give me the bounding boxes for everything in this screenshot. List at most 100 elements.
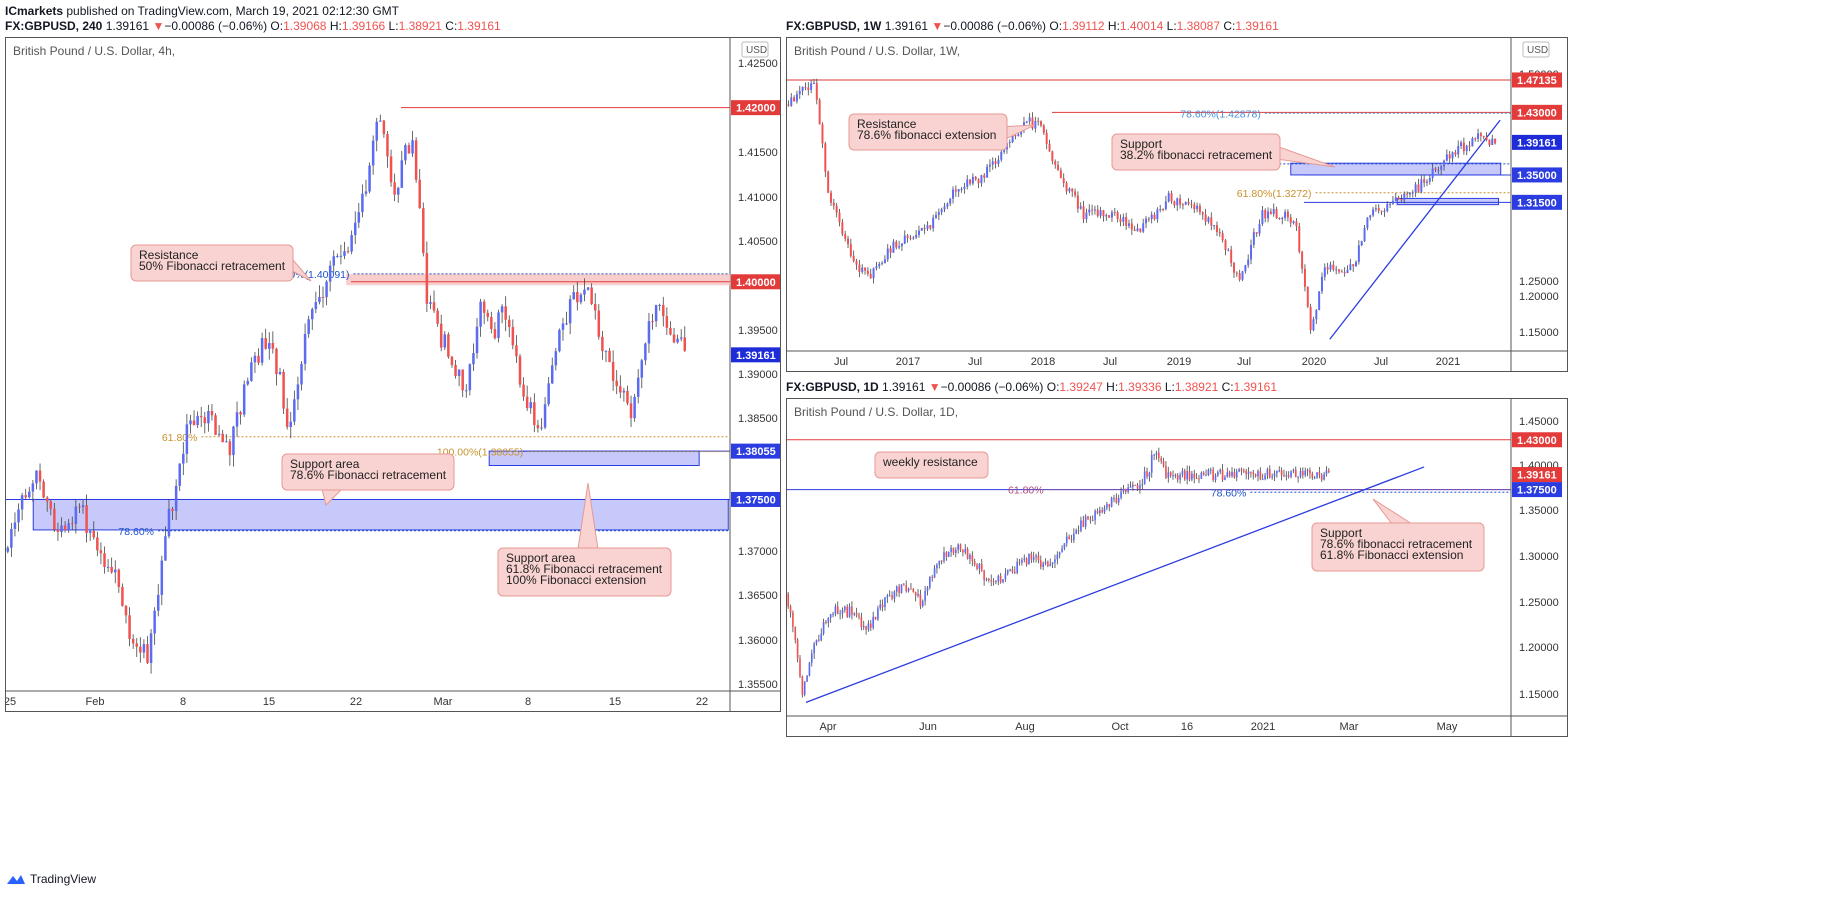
- w1-candle: [1037, 117, 1040, 126]
- h4-candle-body: [78, 506, 81, 508]
- w1-candle-body: [966, 179, 969, 187]
- d1-candle: [1209, 467, 1212, 475]
- d1-candle: [1030, 551, 1033, 563]
- h4-price: 1.39161: [105, 19, 150, 33]
- h4-candle-body: [146, 644, 149, 663]
- w1-chart-svg[interactable]: USD1.500001.450001.250001.200001.15000Ju…: [787, 38, 1567, 371]
- w1-candle: [935, 211, 937, 219]
- d1-candle-body: [1294, 469, 1297, 478]
- h4-candle: [31, 480, 35, 502]
- d1-candle-body: [1030, 553, 1033, 560]
- h4-price-badge: 1.42000: [731, 100, 781, 116]
- h4-candle-body: [74, 506, 78, 524]
- w1-candle: [1465, 144, 1468, 156]
- d1-chart-svg[interactable]: 1.450001.400001.350001.300001.250001.200…: [787, 399, 1567, 736]
- d1-candle-body: [959, 544, 962, 550]
- h4-candle-body: [536, 424, 540, 429]
- h4-xtick-label: Feb: [86, 696, 105, 708]
- d1-candle-body: [1136, 485, 1139, 489]
- w1-candle-body: [1034, 120, 1037, 129]
- d1-candle: [848, 603, 851, 618]
- d1-candle: [1018, 558, 1021, 566]
- w1-candle: [1096, 205, 1099, 218]
- h4-candle-body: [654, 305, 658, 322]
- h4-chart-svg[interactable]: USD1.425001.415001.410001.405001.395001.…: [4, 38, 781, 711]
- w1-candle-body: [787, 104, 790, 106]
- d1-candle: [950, 545, 952, 557]
- d1-fib-label: 78.60%: [1211, 487, 1247, 499]
- d1-candle-body: [1285, 475, 1288, 477]
- w1-candle-body: [983, 175, 986, 178]
- w1-candle-body: [1153, 214, 1156, 220]
- d1-candle-body: [1299, 470, 1302, 477]
- h4-candle-body: [303, 333, 307, 364]
- d1-candle-body: [1080, 520, 1082, 532]
- d1-candle: [1252, 469, 1255, 480]
- w1-candle: [1457, 140, 1460, 159]
- h4-candle: [210, 404, 214, 421]
- w1-price-badge-label: 1.35000: [1517, 170, 1557, 182]
- w1-candle: [1227, 248, 1230, 252]
- h4-callout-text: Support area: [506, 551, 576, 565]
- tradingview-footer[interactable]: TradingView: [6, 872, 96, 886]
- d1-xtick-label: Mar: [1340, 721, 1359, 733]
- author-name[interactable]: ICmarkets: [5, 4, 64, 18]
- tradingview-logo-icon: [7, 875, 25, 884]
- w1-candle-body: [1241, 271, 1244, 280]
- h4-candle-body: [117, 569, 121, 588]
- d1-candle: [1011, 566, 1014, 574]
- w1-candle-body: [954, 189, 957, 192]
- w1-candle-body: [1221, 233, 1224, 241]
- d1-candle-body: [1158, 452, 1160, 459]
- h4-chart-panel[interactable]: British Pound / U.S. Dollar, 4h, USD 1.42…: [4, 37, 781, 712]
- w1-candle-body: [821, 124, 824, 144]
- h4-candle-body: [246, 380, 250, 385]
- w1-candle: [971, 173, 974, 186]
- d1-chart-panel[interactable]: British Pound / U.S. Dollar, 1D, 1.45000…: [786, 398, 1568, 737]
- w1-candle-body: [1176, 198, 1179, 206]
- w1-candle: [1443, 159, 1446, 171]
- d1-candle-body: [810, 653, 813, 663]
- d1-candle-body: [907, 588, 910, 591]
- w1-candle: [1110, 209, 1113, 222]
- d1-candle: [1082, 515, 1085, 528]
- w1-candle-body: [1125, 216, 1128, 226]
- h4-candle: [636, 369, 640, 404]
- d1-candle-body: [950, 547, 952, 553]
- d1-candle-body: [1108, 504, 1111, 507]
- w1-change-arrow-icon: ▼: [931, 19, 944, 33]
- w1-candle: [1204, 208, 1207, 226]
- d1-callout-tail: [1372, 498, 1414, 525]
- d1-candle-body: [789, 606, 792, 613]
- h4-price-badge: 1.39161: [731, 347, 781, 363]
- h4-candle: [282, 369, 285, 414]
- d1-callout-text: Support: [1320, 526, 1363, 540]
- w1-chart-panel[interactable]: British Pound / U.S. Dollar, 1W, USD1.50…: [786, 37, 1568, 372]
- w1-candle: [855, 258, 858, 270]
- w1-candle-body: [1130, 223, 1133, 230]
- w1-candle-body: [878, 263, 881, 267]
- h4-callout-text: Resistance: [139, 248, 199, 262]
- w1-candle: [923, 224, 926, 235]
- w1-candle-body: [1482, 135, 1485, 137]
- w1-candle: [829, 190, 832, 206]
- h4-candle: [543, 396, 547, 430]
- d1-candle: [825, 619, 827, 625]
- w1-candle-body: [1329, 264, 1332, 270]
- d1-ytick-label: 1.20000: [1519, 642, 1559, 654]
- h4-candle: [497, 309, 500, 343]
- d1-candle-body: [884, 597, 886, 608]
- w1-candle-body: [1227, 249, 1230, 251]
- h4-ytick-label: 1.36000: [738, 635, 778, 647]
- w1-candle-body: [969, 179, 972, 184]
- h4-candle-body: [271, 343, 275, 349]
- d1-price: 1.39161: [882, 380, 926, 394]
- d1-candle-body: [860, 617, 863, 628]
- w1-candle-body: [1474, 138, 1477, 140]
- d1-candle-body: [1150, 454, 1153, 473]
- h4-candle-body: [31, 483, 35, 492]
- w1-candle: [1230, 245, 1233, 267]
- d1-candle-body: [1318, 472, 1321, 476]
- d1-candle-body: [1165, 465, 1167, 478]
- h4-candle: [182, 442, 185, 476]
